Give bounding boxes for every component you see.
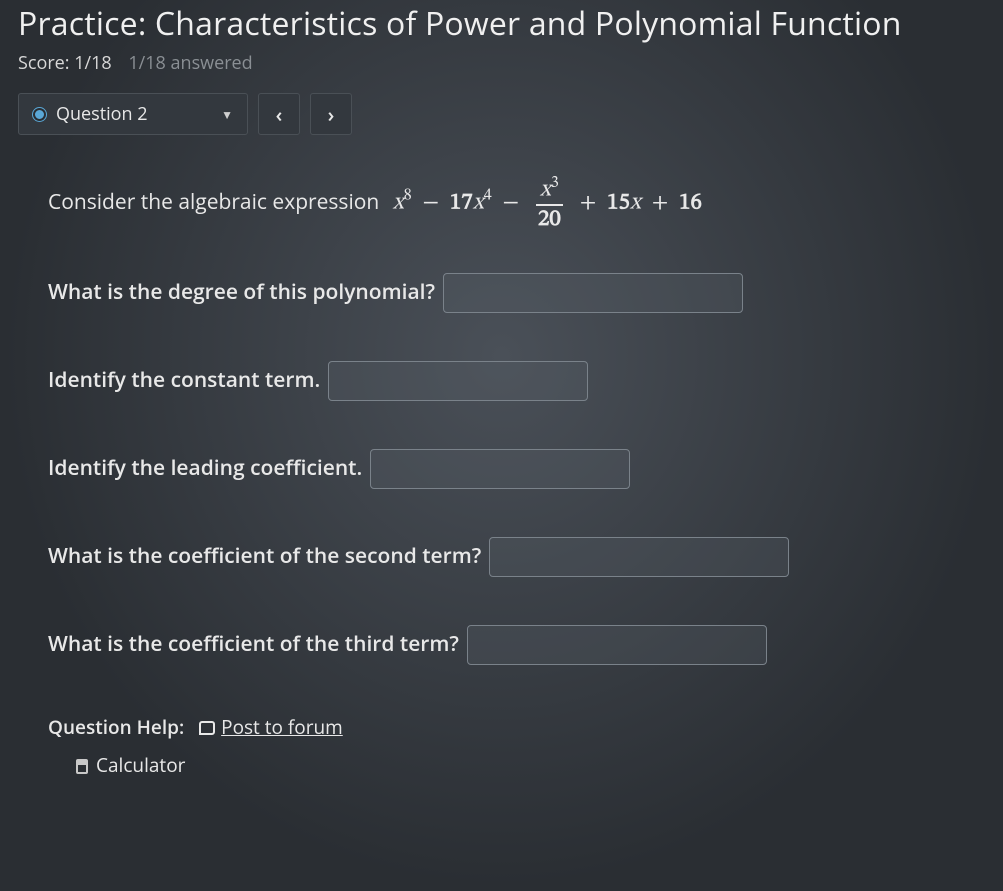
second-coef-input[interactable] <box>489 537 789 577</box>
question-select-label: Question 2 <box>56 102 148 126</box>
score-value: 1/18 <box>74 51 111 75</box>
score-label: Score: <box>18 51 70 75</box>
question-row-leading: Identify the leading coefficient. <box>48 449 955 489</box>
calculator-line[interactable]: Calculator <box>48 751 955 780</box>
third-coef-input[interactable] <box>467 625 767 665</box>
question-constant-label: Identify the constant term. <box>48 365 320 397</box>
question-row-second-coef: What is the coefficient of the second te… <box>48 537 955 577</box>
status-dot-icon <box>33 108 46 121</box>
prev-question-button[interactable]: ‹ <box>258 93 300 135</box>
chevron-right-icon: › <box>328 101 335 128</box>
question-degree-label: What is the degree of this polynomial? <box>48 277 435 309</box>
chat-icon <box>199 721 215 735</box>
expression-line: Consider the algebraic expression x8 − 1… <box>48 175 955 231</box>
question-content: Consider the algebraic expression x8 − 1… <box>18 135 985 780</box>
calculator-icon <box>76 759 88 774</box>
question-row-third-coef: What is the coefficient of the third ter… <box>48 625 955 665</box>
question-third-coef-label: What is the coefficient of the third ter… <box>48 629 459 661</box>
calculator-label: Calculator <box>96 752 185 778</box>
post-to-forum-link[interactable]: Post to forum <box>221 714 343 740</box>
expression-lead: Consider the algebraic expression <box>48 187 379 219</box>
chevron-down-icon: ▼ <box>221 106 233 123</box>
question-row-constant: Identify the constant term. <box>48 361 955 401</box>
chevron-left-icon: ‹ <box>276 101 283 128</box>
question-leading-label: Identify the leading coefficient. <box>48 453 362 485</box>
question-nav-bar: Question 2 ▼ ‹ › <box>18 93 985 135</box>
leading-coef-input[interactable] <box>370 449 630 489</box>
help-label: Question Help: <box>48 714 184 740</box>
answered-count: 1/18 answered <box>128 51 252 75</box>
constant-input[interactable] <box>328 361 588 401</box>
degree-input[interactable] <box>443 273 743 313</box>
question-second-coef-label: What is the coefficient of the second te… <box>48 541 481 573</box>
page-title: Practice: Characteristics of Power and P… <box>18 0 985 45</box>
score-line: Score: 1/18 1/18 answered <box>18 51 985 75</box>
question-select[interactable]: Question 2 ▼ <box>18 93 248 135</box>
help-line: Question Help: Post to forum <box>48 713 955 742</box>
math-expression: x8 − 17x4 − x3 20 + 15x + 16 <box>393 175 702 231</box>
question-row-degree: What is the degree of this polynomial? <box>48 273 955 313</box>
next-question-button[interactable]: › <box>310 93 352 135</box>
